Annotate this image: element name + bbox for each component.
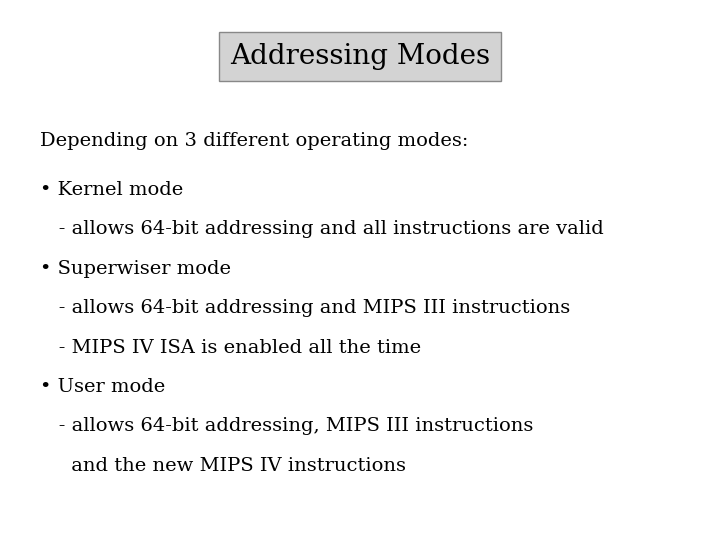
Text: - MIPS IV ISA is enabled all the time: - MIPS IV ISA is enabled all the time <box>40 339 420 356</box>
Text: - allows 64-bit addressing and all instructions are valid: - allows 64-bit addressing and all instr… <box>40 220 603 238</box>
Text: • Kernel mode: • Kernel mode <box>40 181 183 199</box>
Text: - allows 64-bit addressing, MIPS III instructions: - allows 64-bit addressing, MIPS III ins… <box>40 417 533 435</box>
Text: • User mode: • User mode <box>40 378 165 396</box>
Text: • Superwiser mode: • Superwiser mode <box>40 260 230 278</box>
Text: Depending on 3 different operating modes:: Depending on 3 different operating modes… <box>40 132 468 150</box>
Text: Addressing Modes: Addressing Modes <box>230 43 490 70</box>
Text: - allows 64-bit addressing and MIPS III instructions: - allows 64-bit addressing and MIPS III … <box>40 299 570 317</box>
Text: and the new MIPS IV instructions: and the new MIPS IV instructions <box>40 457 405 475</box>
